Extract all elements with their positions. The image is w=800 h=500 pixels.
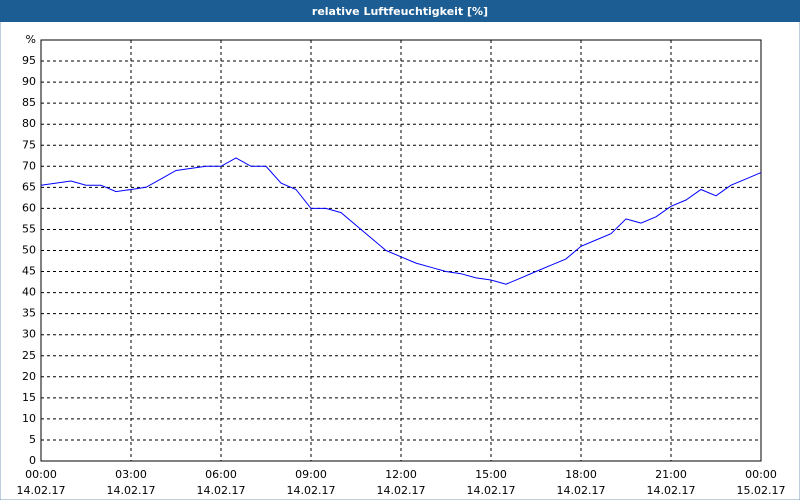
y-tick-label: % xyxy=(26,33,36,46)
x-tick-label: 06:00 xyxy=(205,468,237,481)
y-tick-label: 85 xyxy=(22,96,36,109)
y-tick-label: 35 xyxy=(22,307,36,320)
y-tick-label: 30 xyxy=(22,328,36,341)
y-tick-label: 15 xyxy=(22,391,36,404)
x-tick-label: 14.02.17 xyxy=(377,484,426,497)
y-tick-label: 80 xyxy=(22,117,36,130)
y-tick-label: 55 xyxy=(22,222,36,235)
x-tick-label: 00:00 xyxy=(745,468,777,481)
x-tick-label: 09:00 xyxy=(295,468,327,481)
chart-title: relative Luftfeuchtigkeit [%] xyxy=(312,5,488,18)
x-tick-label: 00:00 xyxy=(25,468,57,481)
y-tick-label: 90 xyxy=(22,75,36,88)
x-tick-label: 14.02.17 xyxy=(467,484,516,497)
x-tick-label: 14.02.17 xyxy=(17,484,66,497)
y-tick-label: 45 xyxy=(22,265,36,278)
x-tick-label: 14.02.17 xyxy=(557,484,606,497)
x-tick-label: 14.02.17 xyxy=(107,484,156,497)
y-tick-label: 20 xyxy=(22,370,36,383)
y-tick-label: 65 xyxy=(22,180,36,193)
y-tick-label: 25 xyxy=(22,349,36,362)
x-tick-label: 15.02.17 xyxy=(737,484,786,497)
y-tick-label: 40 xyxy=(22,286,36,299)
y-tick-label: 70 xyxy=(22,159,36,172)
y-tick-label: 60 xyxy=(22,201,36,214)
y-tick-label: 0 xyxy=(29,454,36,467)
y-tick-label: 50 xyxy=(22,244,36,257)
y-tick-label: 5 xyxy=(29,433,36,446)
x-tick-label: 14.02.17 xyxy=(197,484,246,497)
x-tick-label: 12:00 xyxy=(385,468,417,481)
x-tick-label: 18:00 xyxy=(565,468,597,481)
x-tick-label: 03:00 xyxy=(115,468,147,481)
x-tick-label: 14.02.17 xyxy=(647,484,696,497)
title-bar xyxy=(0,0,800,22)
x-tick-label: 21:00 xyxy=(655,468,687,481)
x-tick-label: 15:00 xyxy=(475,468,507,481)
y-tick-label: 10 xyxy=(22,412,36,425)
line xyxy=(40,157,762,285)
y-tick-label: 95 xyxy=(22,54,36,67)
y-tick-label: 75 xyxy=(22,138,36,151)
x-tick-label: 14.02.17 xyxy=(287,484,336,497)
